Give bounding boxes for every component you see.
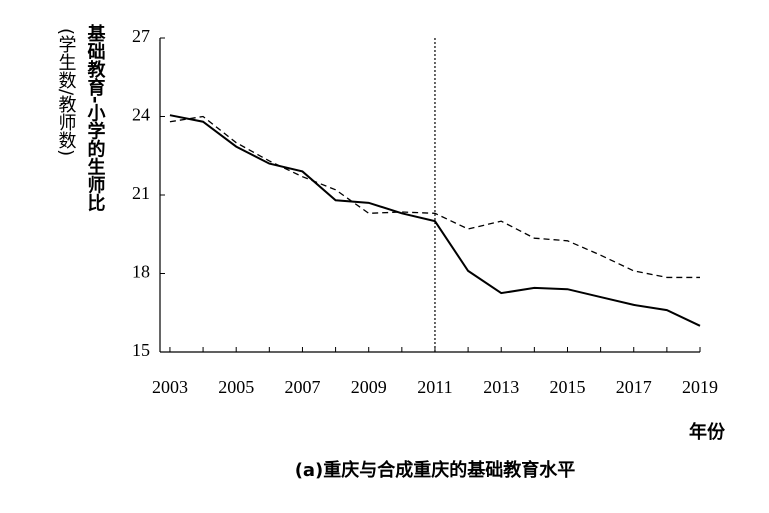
x-tick-label: 2007 bbox=[284, 377, 320, 397]
y-tick-label: 18 bbox=[132, 262, 150, 282]
x-tick-label: 2015 bbox=[549, 377, 585, 397]
series-line bbox=[169, 114, 701, 327]
x-tick-label: 2003 bbox=[152, 377, 188, 397]
y-tick-label: 24 bbox=[132, 105, 150, 125]
x-tick-label: 2009 bbox=[351, 377, 387, 397]
x-axis-label: 年份 bbox=[689, 421, 726, 443]
series-line bbox=[169, 115, 700, 279]
y-axis-label-note: (学生数/教师数) bbox=[56, 28, 77, 156]
y-tick-label: 27 bbox=[132, 26, 150, 46]
x-tick-label: 2019 bbox=[682, 377, 718, 397]
y-tick-label: 21 bbox=[132, 183, 150, 203]
y-tick-label: 15 bbox=[132, 340, 150, 360]
caption: (a)重庆与合成重庆的基础教育水平 bbox=[295, 459, 576, 481]
x-tick-label: 2017 bbox=[616, 377, 652, 397]
x-tick-label: 2011 bbox=[417, 377, 452, 397]
y-axis-label: 基础教育-小学的生师比 bbox=[85, 23, 107, 212]
x-tick-label: 2005 bbox=[218, 377, 254, 397]
x-tick-label: 2013 bbox=[483, 377, 519, 397]
